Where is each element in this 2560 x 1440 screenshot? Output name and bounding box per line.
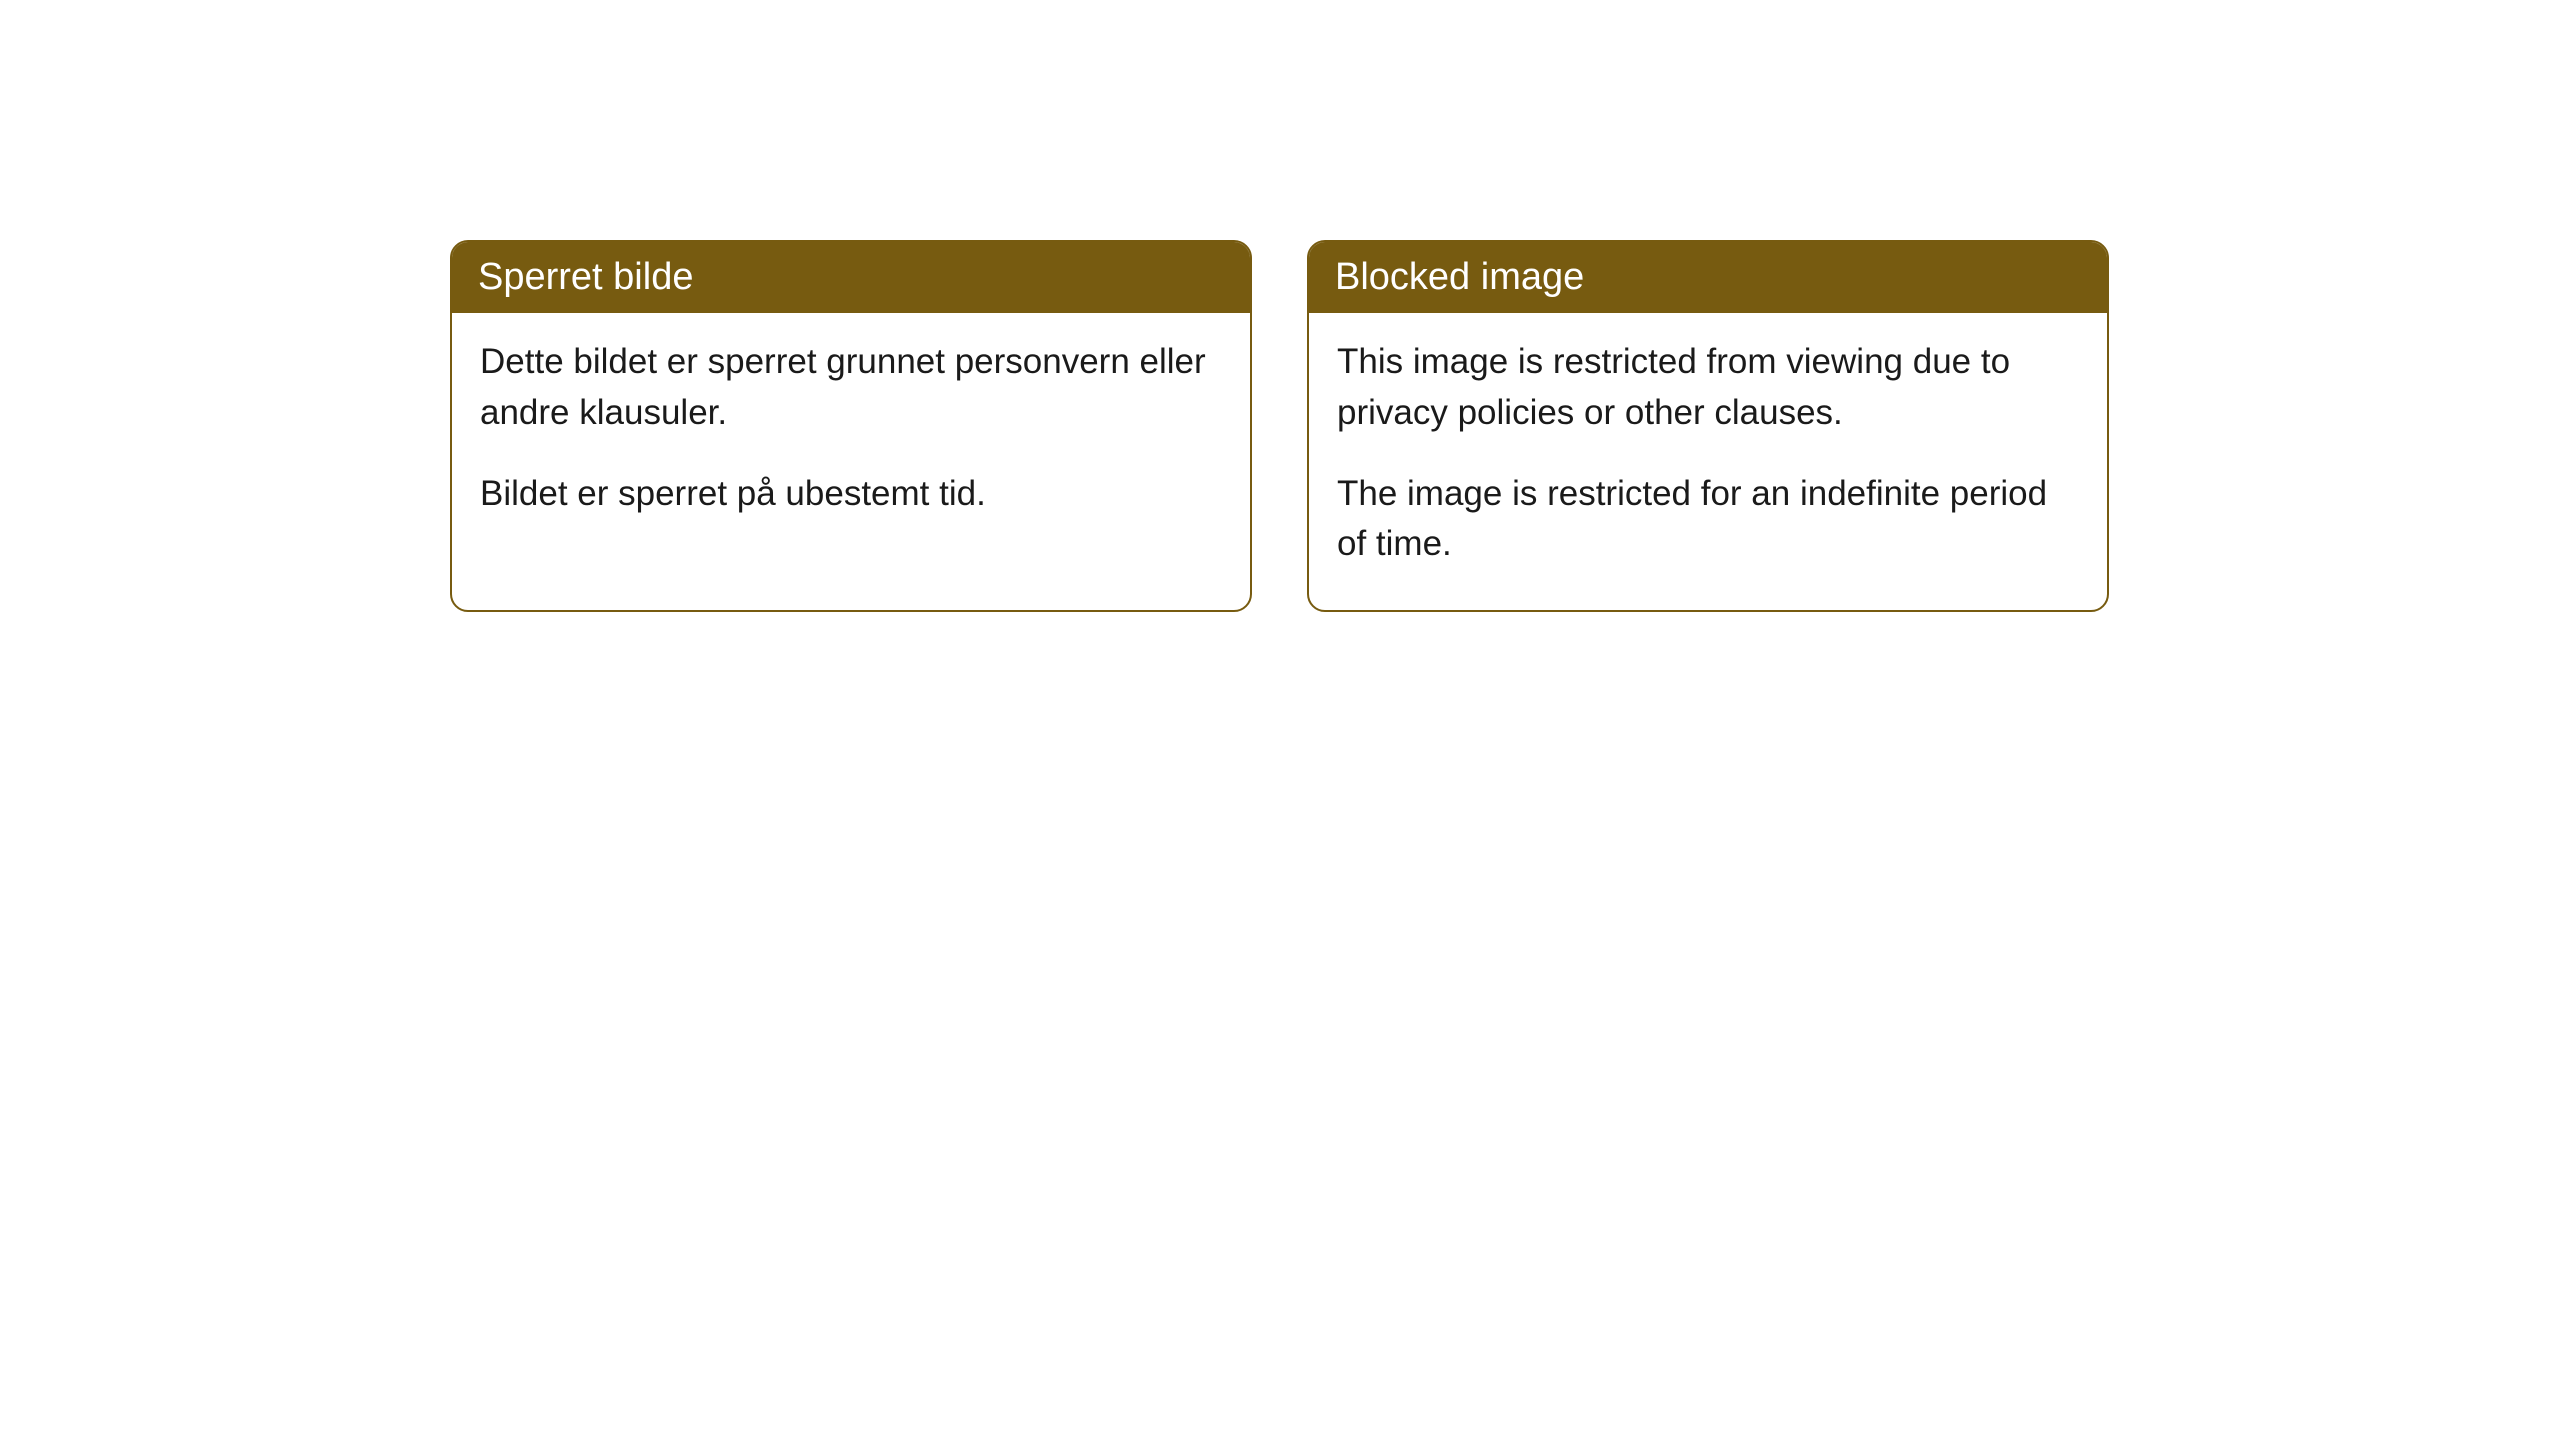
notice-header-norwegian: Sperret bilde bbox=[452, 242, 1250, 313]
notice-paragraph: The image is restricted for an indefinit… bbox=[1337, 469, 2079, 571]
notice-container: Sperret bilde Dette bildet er sperret gr… bbox=[450, 240, 2109, 612]
notice-box-english: Blocked image This image is restricted f… bbox=[1307, 240, 2109, 612]
notice-paragraph: This image is restricted from viewing du… bbox=[1337, 337, 2079, 439]
notice-paragraph: Dette bildet er sperret grunnet personve… bbox=[480, 337, 1222, 439]
notice-body-english: This image is restricted from viewing du… bbox=[1309, 313, 2107, 610]
notice-body-norwegian: Dette bildet er sperret grunnet personve… bbox=[452, 313, 1250, 559]
notice-paragraph: Bildet er sperret på ubestemt tid. bbox=[480, 469, 1222, 520]
notice-header-english: Blocked image bbox=[1309, 242, 2107, 313]
notice-box-norwegian: Sperret bilde Dette bildet er sperret gr… bbox=[450, 240, 1252, 612]
